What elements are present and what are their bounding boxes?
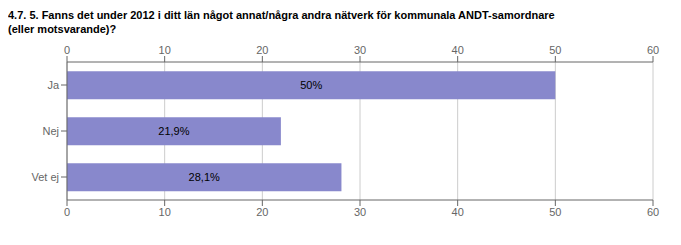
svg-text:28,1%: 28,1%: [189, 171, 220, 183]
svg-text:50: 50: [549, 44, 561, 56]
svg-text:0: 0: [64, 206, 70, 218]
svg-text:60: 60: [647, 206, 659, 218]
svg-text:40: 40: [452, 44, 464, 56]
svg-text:50: 50: [549, 206, 561, 218]
svg-text:Ja: Ja: [47, 79, 60, 91]
svg-text:10: 10: [159, 206, 171, 218]
svg-text:Vet ej: Vet ej: [31, 171, 59, 183]
svg-text:30: 30: [354, 206, 366, 218]
svg-text:60: 60: [647, 44, 659, 56]
svg-text:40: 40: [452, 206, 464, 218]
svg-text:21,9%: 21,9%: [158, 125, 189, 137]
svg-text:20: 20: [256, 44, 268, 56]
html-text:(eller motsvarande)?: (eller motsvarande)?: [8, 23, 117, 35]
svg-text:0: 0: [64, 44, 70, 56]
svg-text:10: 10: [159, 44, 171, 56]
html-text:4.7. 5. Fanns det under 2012 i: 4.7. 5. Fanns det under 2012 i ditt län …: [8, 9, 555, 21]
svg-text:20: 20: [256, 206, 268, 218]
svg-text:50%: 50%: [300, 79, 322, 91]
svg-text:Nej: Nej: [42, 125, 59, 137]
svg-text:30: 30: [354, 44, 366, 56]
